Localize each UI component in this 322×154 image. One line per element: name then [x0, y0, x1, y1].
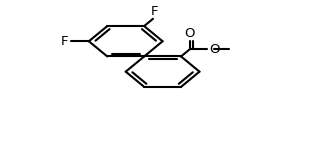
Text: O: O [185, 27, 195, 40]
Text: F: F [61, 35, 69, 48]
Text: F: F [151, 5, 158, 18]
Text: O: O [209, 43, 220, 56]
